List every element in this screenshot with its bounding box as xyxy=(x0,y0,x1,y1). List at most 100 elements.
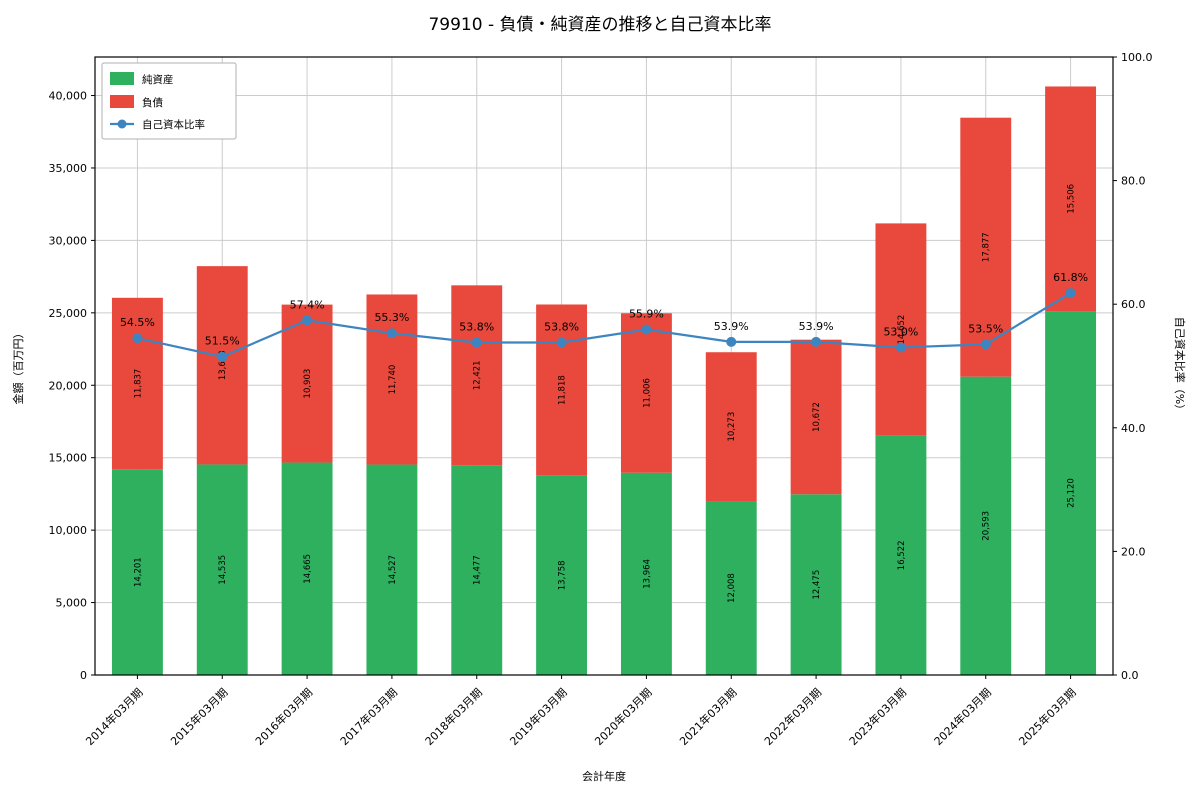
ratio-point-label: 55.9% xyxy=(629,308,664,321)
ratio-point-label: 51.5% xyxy=(205,335,240,348)
bar-segment-net-assets xyxy=(790,494,842,675)
x-tick-label: 2022年03月期 xyxy=(761,685,824,748)
bar-segment-liabilities xyxy=(196,266,248,465)
bar-value-label: 14,535 xyxy=(218,555,228,585)
x-tick-label: 2017年03月期 xyxy=(337,685,400,748)
ratio-marker xyxy=(217,351,228,362)
right-tick-label: 40.0 xyxy=(1121,422,1146,435)
right-tick-label: 100.0 xyxy=(1121,51,1153,64)
right-tick-label: 60.0 xyxy=(1121,298,1146,311)
x-tick-label: 2021年03月期 xyxy=(676,685,739,748)
bars-layer: 14,201 11,837 14,535 13,688 14,665 10,903 14,5… xyxy=(111,86,1097,675)
legend-label: 負債 xyxy=(142,96,163,109)
left-tick-label: 20,000 xyxy=(49,379,88,392)
bar-value-label: 20,593 xyxy=(982,511,992,541)
bar-segment-net-assets xyxy=(536,475,588,675)
bar-segment-liabilities xyxy=(620,313,672,473)
bar-segment-net-assets xyxy=(196,464,248,675)
right-tick-label: 80.0 xyxy=(1121,175,1146,188)
ratio-marker xyxy=(132,333,143,344)
bar-value-label: 14,527 xyxy=(388,555,398,585)
bar-value-label: 12,475 xyxy=(812,570,822,600)
bar-segment-liabilities xyxy=(451,285,503,466)
ratio-marker xyxy=(556,337,567,348)
bar-value-label: 14,665 xyxy=(303,554,313,584)
bar-segment-liabilities xyxy=(536,304,588,476)
left-tick-label: 15,000 xyxy=(49,452,88,465)
bar-segment-net-assets xyxy=(960,376,1012,675)
ratio-line xyxy=(137,292,1072,358)
bar-value-label: 13,688 xyxy=(218,350,228,380)
x-tick-label: 2020年03月期 xyxy=(592,685,655,748)
right-tick-label: 0.0 xyxy=(1121,669,1139,682)
bar-segment-liabilities xyxy=(875,223,927,436)
x-tick-label: 2018年03月期 xyxy=(422,685,485,748)
left-tick-label: 35,000 xyxy=(49,162,88,175)
bar-value-label: 11,006 xyxy=(642,378,652,408)
x-tick-label: 2025年03月期 xyxy=(1016,685,1079,748)
ratio-marker xyxy=(895,342,906,353)
ratio-point-label: 53.0% xyxy=(883,325,918,338)
bar-value-label: 10,273 xyxy=(727,412,737,442)
bar-segment-net-assets xyxy=(1045,311,1097,675)
right-tick-label: 20.0 xyxy=(1121,545,1146,558)
bar-value-label: 17,877 xyxy=(982,232,992,262)
left-tick-label: 40,000 xyxy=(49,90,88,103)
ratio-point-label: 55.3% xyxy=(374,311,409,324)
ratio-point-label: 53.5% xyxy=(968,322,1003,335)
ratio-point-label: 53.9% xyxy=(714,320,749,333)
bar-value-label: 11,818 xyxy=(558,375,568,405)
ratio-marker xyxy=(726,336,737,347)
ratio-marker xyxy=(980,339,991,350)
x-tick-label: 2015年03月期 xyxy=(167,685,230,748)
ratio-line-layer: 54.5% 51.5% 57.4% 55.3% 53.8% 53.8% 55.9% 53.9%… xyxy=(120,271,1088,362)
bar-segment-liabilities xyxy=(111,297,163,470)
x-tick-label: 2014年03月期 xyxy=(83,685,146,748)
bar-value-label: 10,672 xyxy=(812,402,822,432)
bar-segment-net-assets xyxy=(451,465,503,675)
bar-value-label: 16,522 xyxy=(897,540,907,570)
left-tick-label: 25,000 xyxy=(49,307,88,320)
bar-value-label: 14,652 xyxy=(897,315,907,345)
bar-segment-net-assets xyxy=(620,472,672,675)
bar-value-label: 11,740 xyxy=(388,365,398,395)
bar-value-label: 10,903 xyxy=(303,369,313,399)
ratio-point-label: 57.4% xyxy=(290,298,325,311)
y-axis-label-right: 自己資本比率（%） xyxy=(1173,317,1187,415)
bar-segment-liabilities xyxy=(790,339,842,495)
x-tick-label: 2023年03月期 xyxy=(846,685,909,748)
ratio-marker xyxy=(811,336,822,347)
ratio-marker xyxy=(386,328,397,339)
legend-label: 純資産 xyxy=(142,73,174,86)
y-axis-label-left: 金額（百万円） xyxy=(11,328,25,405)
left-tick-label: 10,000 xyxy=(49,524,88,537)
bar-value-label: 12,421 xyxy=(473,360,483,390)
bar-segment-net-assets xyxy=(705,501,757,675)
legend-marker-sample xyxy=(117,119,127,129)
legend-label: 自己資本比率 xyxy=(142,118,205,131)
bar-segment-liabilities xyxy=(281,304,333,463)
bar-segment-liabilities xyxy=(1045,86,1097,312)
legend-swatch-net-assets xyxy=(110,72,134,85)
plot-border xyxy=(94,56,1114,676)
bar-value-label: 14,201 xyxy=(133,557,143,587)
bar-value-label: 11,837 xyxy=(133,369,143,399)
bar-segment-net-assets xyxy=(875,435,927,675)
legend-swatch-liabilities xyxy=(110,95,134,108)
ratio-marker xyxy=(302,315,313,326)
x-tick-label: 2024年03月期 xyxy=(931,685,994,748)
x-tick-label: 2019年03月期 xyxy=(507,685,570,748)
ratio-point-label: 54.5% xyxy=(120,316,155,329)
bar-segment-net-assets xyxy=(281,462,333,675)
bar-segment-liabilities xyxy=(705,352,757,502)
left-tick-label: 0 xyxy=(80,669,87,682)
bar-segment-net-assets xyxy=(111,469,163,675)
ratio-point-label: 53.9% xyxy=(799,320,834,333)
bar-value-label: 12,008 xyxy=(727,573,737,603)
bar-value-label: 13,964 xyxy=(642,559,652,589)
ratio-marker xyxy=(641,324,652,335)
ratio-point-label: 53.8% xyxy=(459,321,494,334)
x-tick-label: 2016年03月期 xyxy=(252,685,315,748)
bar-segment-liabilities xyxy=(366,294,418,465)
